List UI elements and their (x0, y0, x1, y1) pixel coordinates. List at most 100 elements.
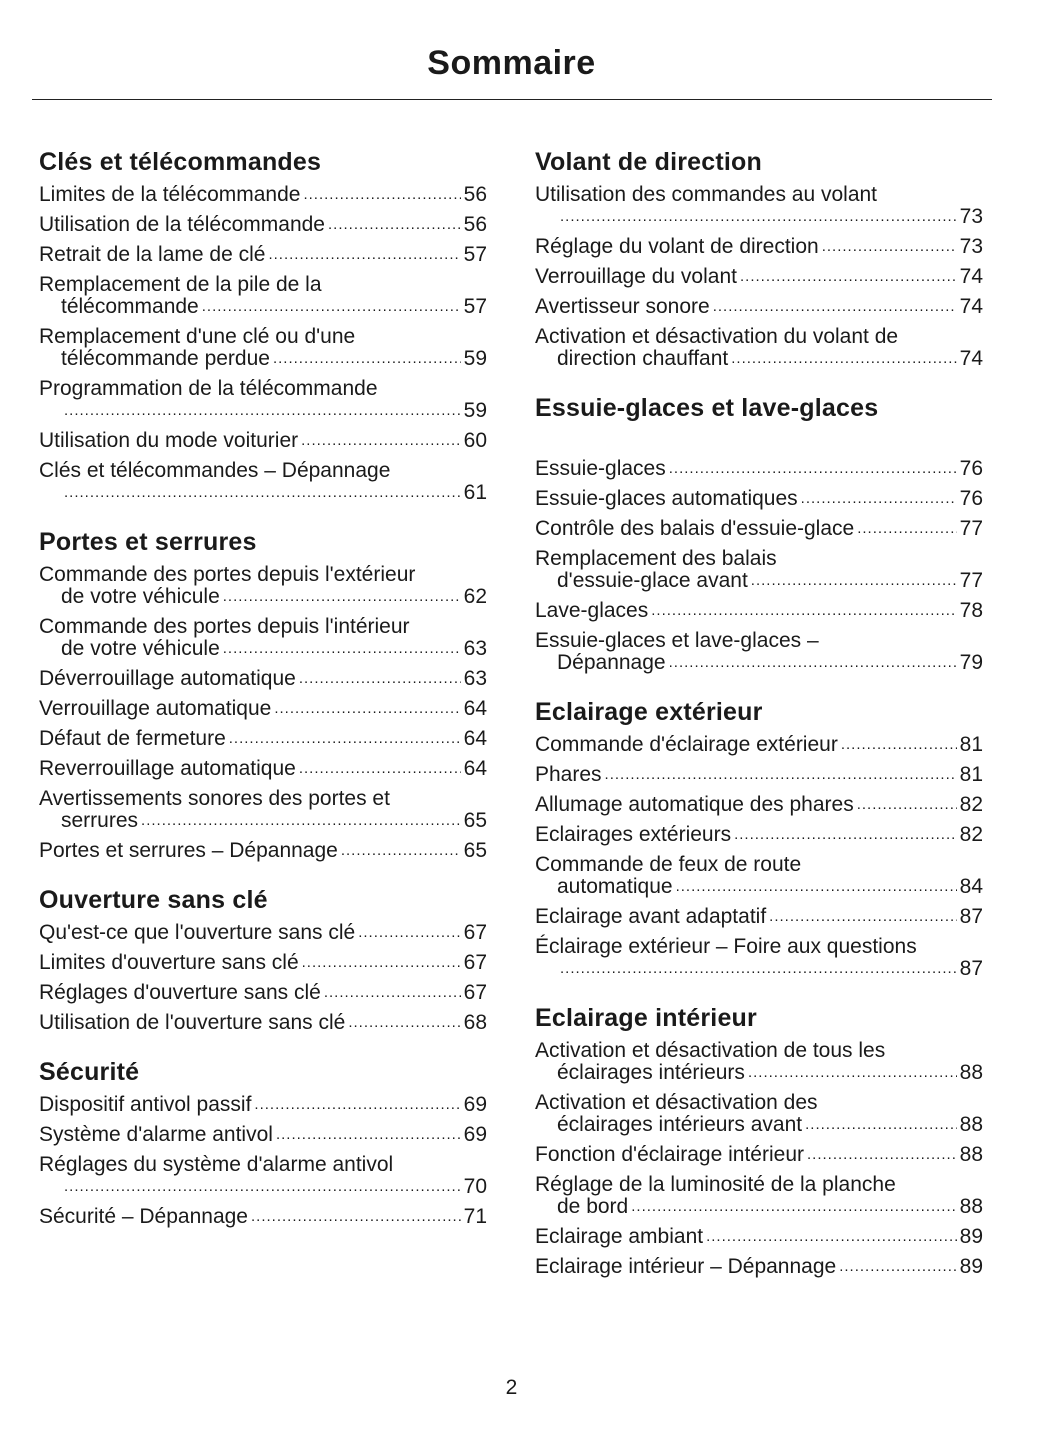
toc-entry[interactable]: Activation et désactivation du volant de… (535, 326, 983, 370)
entry-title: Eclairage avant adaptatif (535, 905, 767, 928)
entry-title: Éclairage extérieur – Foire aux question… (535, 935, 917, 958)
toc-entry[interactable]: Commande d'éclairage extérieur 81 (535, 734, 983, 756)
entry-page: 84 (959, 875, 983, 898)
dot-leader (706, 1226, 957, 1248)
toc-right-column: Volant de direction Utilisation des comma… (535, 145, 983, 1286)
toc-entry[interactable]: Avertisseur sonore 74 (535, 296, 983, 318)
toc-entry[interactable]: Eclairage avant adaptatif 87 (535, 906, 983, 928)
toc-entry[interactable]: Qu'est-ce que l'ouverture sans clé 67 (39, 922, 487, 944)
dot-leader (560, 958, 957, 980)
toc-entry[interactable]: Activation et désactivation de tous les é… (535, 1040, 983, 1084)
toc-entry[interactable]: Contrôle des balais d'essuie-glace 77 (535, 518, 983, 540)
entry-page: 74 (959, 265, 983, 288)
entry-title-continued: éclairages intérieurs (557, 1061, 745, 1084)
entry-page: 74 (959, 347, 983, 370)
toc-entry[interactable]: Réglages du système d'alarme antivol 70 (39, 1154, 487, 1198)
dot-leader (748, 1062, 957, 1084)
toc-entry[interactable]: Remplacement de la pile de la télécommand… (39, 274, 487, 318)
toc-entry[interactable]: Eclairages extérieurs 82 (535, 824, 983, 846)
entry-title: Activation et désactivation du volant de (535, 325, 899, 348)
entry-page: 88 (959, 1195, 983, 1218)
entry-page: 69 (463, 1123, 487, 1146)
entry-page: 88 (959, 1061, 983, 1084)
toc-entry[interactable]: Dispositif antivol passif 69 (39, 1094, 487, 1116)
entry-page: 56 (463, 183, 487, 206)
entry-page: 61 (463, 481, 487, 504)
toc-entry[interactable]: Système d'alarme antivol 69 (39, 1124, 487, 1146)
dot-leader (841, 734, 957, 756)
toc-entry[interactable]: Déverrouillage automatique 63 (39, 668, 487, 690)
toc-entry[interactable]: Verrouillage automatique 64 (39, 698, 487, 720)
entry-title: Essuie-glaces et lave-glaces – (535, 629, 819, 652)
dot-leader (731, 348, 956, 370)
toc-entry[interactable]: Éclairage extérieur – Foire aux question… (535, 936, 983, 980)
toc-entry[interactable]: Remplacement des balais d'essuie-glace av… (535, 548, 983, 592)
entry-title: Reverrouillage automatique (39, 757, 296, 780)
entry-title: Réglage de la luminosité de la planche (535, 1173, 896, 1196)
entry-title: Activation et désactivation des (535, 1091, 818, 1114)
toc-entry[interactable]: Utilisation du mode voiturier 60 (39, 430, 487, 452)
toc-entry[interactable]: Utilisation de la télécommande 56 (39, 214, 487, 236)
entry-page: 82 (959, 823, 983, 846)
entry-title: Remplacement de la pile de la (39, 273, 322, 296)
toc-entry[interactable]: Essuie-glaces et lave-glaces –Dépannage 7… (535, 630, 983, 674)
entry-page: 71 (463, 1205, 487, 1228)
toc-entry[interactable]: Lave-glaces 78 (535, 600, 983, 622)
dot-leader (254, 1094, 460, 1116)
dot-leader (358, 922, 460, 944)
toc-entry[interactable]: Eclairage intérieur – Dépannage 89 (535, 1256, 983, 1278)
toc-entry[interactable]: Limites de la télécommande 56 (39, 184, 487, 206)
toc-entry[interactable]: Essuie-glaces automatiques 76 (535, 488, 983, 510)
dot-leader (268, 244, 460, 266)
entry-page: 70 (463, 1175, 487, 1198)
dot-leader (251, 1206, 461, 1228)
entry-page: 56 (463, 213, 487, 236)
toc-entry[interactable]: Phares 81 (535, 764, 983, 786)
dot-leader (276, 1124, 461, 1146)
toc-section: Portes et serrures Commande des portes de… (39, 525, 487, 862)
toc-entry[interactable]: Clés et télécommandes – Dépannage 61 (39, 460, 487, 504)
toc-entry[interactable]: Retrait de la lame de clé 57 (39, 244, 487, 266)
entry-title: Sécurité – Dépannage (39, 1205, 248, 1228)
toc-entry[interactable]: Utilisation de l'ouverture sans clé 68 (39, 1012, 487, 1034)
toc-entry[interactable]: Essuie-glaces 76 (535, 458, 983, 480)
entry-title: Limites de la télécommande (39, 183, 301, 206)
toc-entry[interactable]: Sécurité – Dépannage 71 (39, 1206, 487, 1228)
toc-entry[interactable]: Reverrouillage automatique 64 (39, 758, 487, 780)
toc-entry[interactable]: Portes et serrures – Dépannage 65 (39, 840, 487, 862)
toc-entry[interactable]: Verrouillage du volant 74 (535, 266, 983, 288)
toc-entry[interactable]: Remplacement d'une clé ou d'une télécomma… (39, 326, 487, 370)
entry-page: 60 (463, 429, 487, 452)
toc-entry[interactable]: Fonction d'éclairage intérieur 88 (535, 1144, 983, 1166)
toc-entry[interactable]: Allumage automatique des phares 82 (535, 794, 983, 816)
title-divider (32, 99, 992, 100)
toc-entry[interactable]: Avertissements sonores des portes et serr… (39, 788, 487, 832)
entry-page: 63 (463, 637, 487, 660)
entry-page: 81 (959, 733, 983, 756)
entry-page: 57 (463, 295, 487, 318)
entry-title: Commande des portes depuis l'extérieur (39, 563, 416, 586)
toc-entry[interactable]: Eclairage ambiant 89 (535, 1226, 983, 1248)
entry-page: 82 (959, 793, 983, 816)
entry-title: Réglages du système d'alarme antivol (39, 1153, 394, 1176)
dot-leader (302, 952, 461, 974)
toc-entry[interactable]: Activation et désactivation des éclairage… (535, 1092, 983, 1136)
dot-leader (857, 794, 957, 816)
toc-entry[interactable]: Réglages d'ouverture sans clé 67 (39, 982, 487, 1004)
dot-leader (669, 652, 957, 674)
toc-entry[interactable]: Commande des portes depuis l'extérieur de… (39, 564, 487, 608)
toc-entry[interactable]: Réglage de la luminosité de la planche de… (535, 1174, 983, 1218)
entry-page: 73 (959, 235, 983, 258)
toc-entry[interactable]: Limites d'ouverture sans clé 67 (39, 952, 487, 974)
entry-title: Défaut de fermeture (39, 727, 226, 750)
dot-leader (64, 1176, 461, 1198)
toc-entry[interactable]: Commande des portes depuis l'intérieur de… (39, 616, 487, 660)
entry-title: Allumage automatique des phares (535, 793, 854, 816)
toc-section: Clés et télécommandes Limites de la téléc… (39, 145, 487, 504)
toc-entry[interactable]: Défaut de fermeture 64 (39, 728, 487, 750)
dot-leader (64, 482, 461, 504)
toc-entry[interactable]: Programmation de la télécommande 59 (39, 378, 487, 422)
toc-entry[interactable]: Utilisation des commandes au volant 73 (535, 184, 983, 228)
toc-entry[interactable]: Réglage du volant de direction 73 (535, 236, 983, 258)
